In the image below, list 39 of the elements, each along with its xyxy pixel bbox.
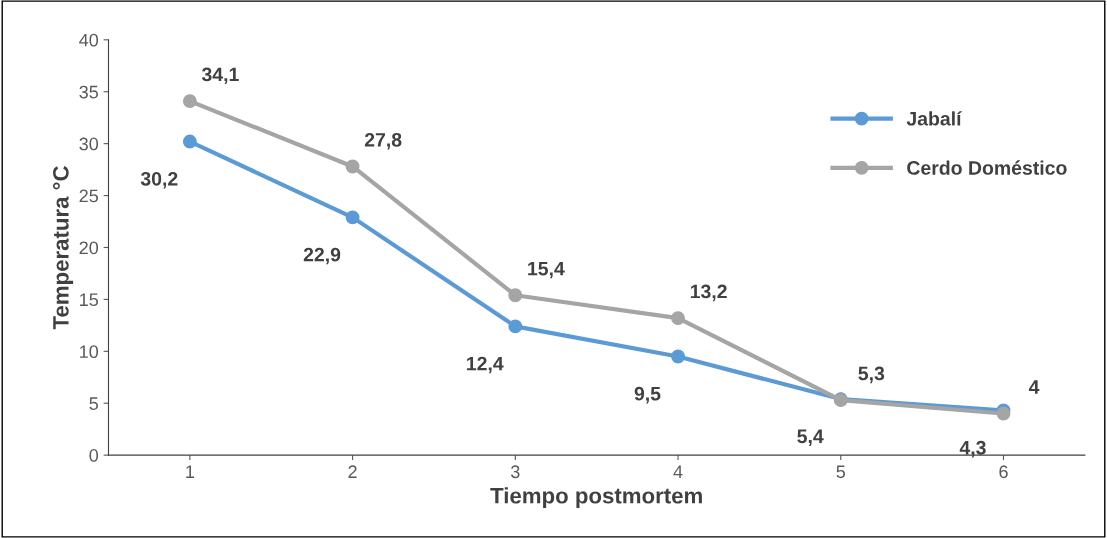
- point: [182, 94, 197, 109]
- data-label: 4,3: [959, 440, 986, 458]
- point: [671, 311, 685, 326]
- x-tick-label: 5: [836, 465, 846, 479]
- y-tick-label: 25: [79, 189, 99, 203]
- y-axis-title: Temperatura °C: [53, 166, 74, 330]
- y-tick-label: 30: [79, 137, 99, 151]
- y-tick-label: 40: [79, 33, 99, 47]
- x-tick-label: 6: [999, 465, 1008, 479]
- data-label: 4: [1028, 380, 1040, 394]
- x-tick-label: 2: [348, 465, 357, 478]
- data-label: 22,9: [303, 247, 341, 265]
- point: [508, 319, 523, 334]
- x-tick-label: 3: [510, 465, 520, 479]
- data-label: 9,5: [634, 386, 661, 404]
- point: [182, 134, 197, 149]
- point: [345, 210, 360, 225]
- x-tick-label: 4: [673, 465, 683, 478]
- point: [345, 159, 360, 174]
- y-tick-label: 5: [89, 397, 99, 410]
- y-tick-label: 0: [89, 449, 99, 462]
- x-tick-label: 1: [186, 465, 194, 478]
- y-tick-label: 20: [79, 241, 99, 255]
- data-label: 5,3: [858, 366, 885, 384]
- data-label: 34,1: [201, 67, 239, 85]
- data-label: 13,2: [690, 284, 727, 302]
- data-label: 12,4: [467, 356, 504, 374]
- legend-label: Jabalí: [906, 111, 963, 126]
- data-label: 27,8: [364, 132, 402, 150]
- data-label: 30,2: [140, 171, 178, 189]
- point: [671, 349, 685, 364]
- x-axis-title: Tiempo postmortem: [490, 487, 702, 508]
- y-tick-label: 35: [79, 85, 99, 99]
- point: [508, 288, 523, 303]
- y-tick-label: 10: [80, 345, 99, 359]
- data-label: 15,4: [528, 261, 565, 279]
- data-label: 5,4: [797, 429, 824, 447]
- legend-label: Cerdo Doméstico: [907, 160, 1067, 175]
- y-tick-label: 15: [80, 293, 99, 307]
